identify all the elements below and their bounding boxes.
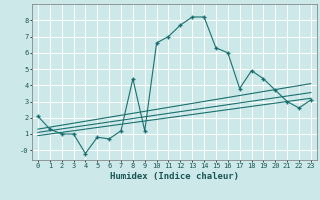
X-axis label: Humidex (Indice chaleur): Humidex (Indice chaleur)	[110, 172, 239, 181]
